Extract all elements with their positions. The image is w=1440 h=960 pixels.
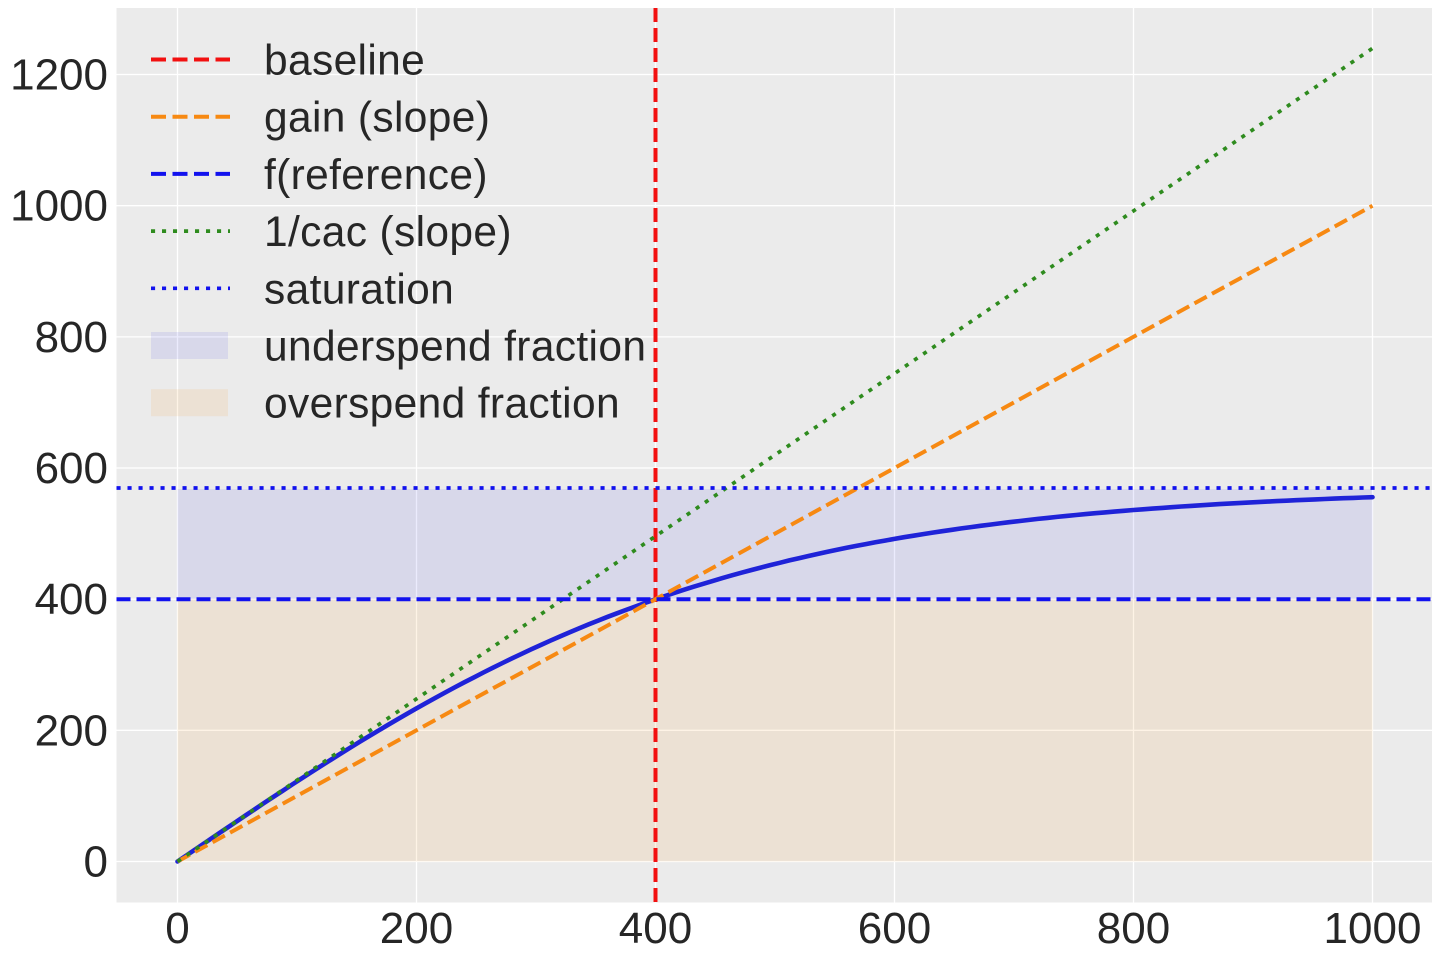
svg-text:0: 0 bbox=[165, 904, 189, 953]
svg-text:600: 600 bbox=[858, 904, 931, 953]
svg-text:gain (slope): gain (slope) bbox=[264, 95, 490, 142]
svg-text:400: 400 bbox=[35, 575, 108, 624]
svg-text:f(reference): f(reference) bbox=[264, 152, 488, 199]
svg-text:1000: 1000 bbox=[1324, 904, 1422, 953]
svg-text:200: 200 bbox=[35, 706, 108, 755]
svg-text:underspend fraction: underspend fraction bbox=[264, 324, 646, 371]
svg-text:1/cac (slope): 1/cac (slope) bbox=[264, 209, 512, 256]
svg-text:600: 600 bbox=[35, 444, 108, 493]
svg-text:1000: 1000 bbox=[10, 182, 108, 231]
svg-text:saturation: saturation bbox=[264, 266, 454, 313]
svg-text:baseline: baseline bbox=[264, 38, 425, 85]
svg-text:1200: 1200 bbox=[10, 51, 108, 100]
svg-text:0: 0 bbox=[84, 838, 108, 887]
svg-text:400: 400 bbox=[619, 904, 692, 953]
svg-text:overspend fraction: overspend fraction bbox=[264, 381, 620, 428]
svg-text:800: 800 bbox=[35, 313, 108, 362]
svg-text:800: 800 bbox=[1097, 904, 1170, 953]
svg-text:200: 200 bbox=[380, 904, 453, 953]
